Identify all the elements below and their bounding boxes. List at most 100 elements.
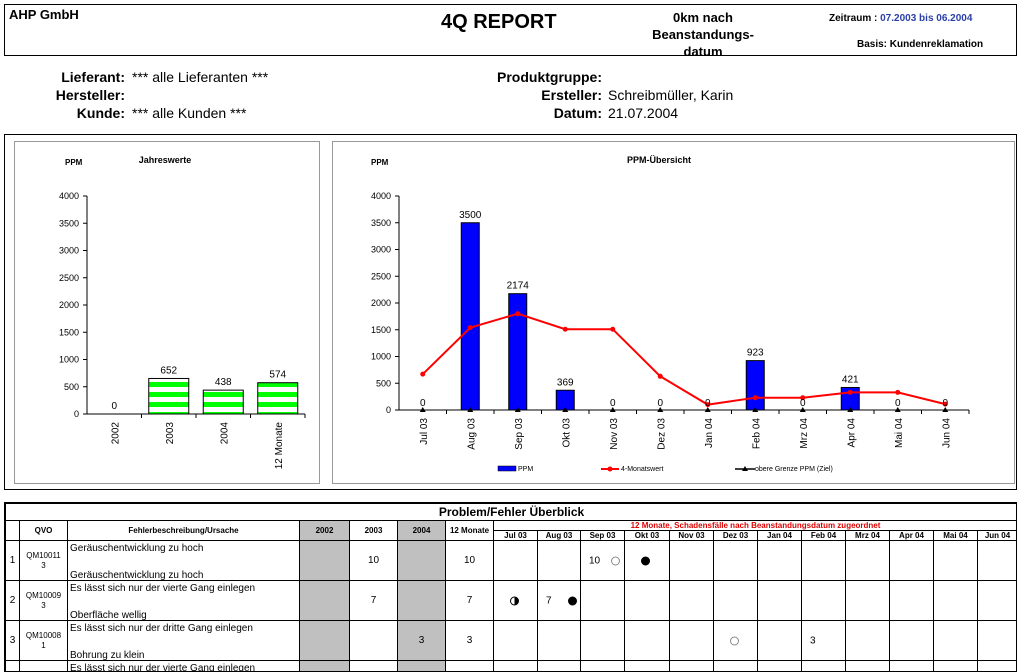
subtitle-line: 0km nach (637, 9, 769, 26)
value-2004 (398, 661, 446, 672)
4-monatswert-point (610, 327, 615, 332)
x-tick-label: Mai 04 (894, 418, 905, 448)
y-tick-label: 3500 (371, 218, 391, 228)
4-monatswert-point (420, 372, 425, 377)
y-tick-label: 3000 (59, 246, 79, 256)
hersteller-label: Hersteller: (56, 87, 125, 103)
y-tick-label: 500 (376, 378, 391, 388)
value-2003 (350, 661, 398, 672)
month-cell (625, 621, 670, 661)
table-row[interactable]: Es lässt sich nur der vierte Gang einleg… (6, 661, 1018, 672)
company-name: AHP GmbH (9, 7, 79, 22)
x-tick-label: Apr 04 (846, 418, 857, 448)
description-cell: Es lässt sich nur der vierte Gang einleg… (68, 581, 300, 621)
qvo-header: QVO (20, 521, 68, 541)
value-2004: 3 (398, 621, 446, 661)
legend-marker-4-monatswert (608, 467, 613, 472)
qvo-line: QM10009 (20, 591, 67, 601)
year-header-2004: 2004 (398, 521, 446, 541)
y-tick-label: 3500 (59, 218, 79, 228)
value-2003: 7 (350, 581, 398, 621)
value-2002 (300, 581, 350, 621)
table-title: Problem/Fehler Überblick (6, 504, 1018, 521)
bar-2004 (203, 390, 243, 414)
data-label: 923 (747, 348, 764, 359)
month-cell (802, 661, 846, 672)
qvo-line: 3 (20, 561, 67, 571)
4-monatswert-point (563, 327, 568, 332)
month-header: Jun 04 (978, 531, 1018, 541)
row-number: 2 (6, 581, 20, 621)
row-number (6, 661, 20, 672)
month-cell (978, 621, 1018, 661)
y-tick-label: 3000 (371, 245, 391, 255)
month-cell (538, 621, 581, 661)
x-tick-label: Sep 03 (514, 418, 525, 450)
y-tick-label: 2500 (371, 271, 391, 281)
x-tick-label: Jan 04 (704, 418, 715, 448)
bar-12 Monate (258, 383, 298, 414)
ursache: Geräuschentwicklung zu hoch (70, 570, 203, 581)
value-2002 (300, 541, 350, 581)
month-cell (846, 581, 890, 621)
4-monatswert-point (895, 390, 900, 395)
y-tick-label: 0 (386, 405, 391, 415)
x-tick-label: Okt 03 (561, 418, 572, 448)
value-2002 (300, 661, 350, 672)
month-header: Nov 03 (670, 531, 714, 541)
header-blank (6, 521, 20, 541)
data-label: 2174 (507, 281, 530, 292)
y-tick-label: 2500 (59, 273, 79, 283)
data-label: 421 (842, 374, 859, 385)
x-tick-label: Aug 03 (466, 418, 477, 450)
month-header: Sep 03 (581, 531, 625, 541)
month-cell (890, 581, 934, 621)
month-cell (758, 661, 802, 672)
y-tick-label: 1500 (371, 325, 391, 335)
ursache: Oberfläche wellig (70, 610, 147, 621)
data-label: 0 (420, 398, 426, 409)
month-cell (978, 541, 1018, 581)
month-count: 10 (589, 555, 600, 566)
ersteller-label: Ersteller: (541, 87, 602, 103)
ppm-bar-Aug 03 (461, 223, 479, 410)
month-cell (934, 661, 978, 672)
month-cell (890, 621, 934, 661)
x-tick-label: Mrz 04 (799, 418, 810, 449)
data-label: 369 (557, 377, 574, 388)
month-cell (934, 621, 978, 661)
value-12-monate: 7 (446, 581, 494, 621)
legend-label-goal: obere Grenze PPM (Ziel) (755, 466, 833, 473)
half-filled-circle-icon (510, 596, 519, 605)
value-2004 (398, 541, 446, 581)
chart-title: PPM-Übersicht (627, 155, 691, 165)
y-tick-label: 1500 (59, 327, 79, 337)
month-cell (846, 621, 890, 661)
month-cell (934, 581, 978, 621)
4-monatswert-point (753, 395, 758, 400)
data-label: 574 (269, 370, 286, 381)
month-cell (494, 661, 538, 672)
datum-label: Datum: (554, 105, 602, 121)
4-monatswert-point (468, 325, 473, 330)
month-cell (625, 581, 670, 621)
month-cell (890, 661, 934, 672)
month-cell (758, 541, 802, 581)
description-cell: Es lässt sich nur der vierte Gang einleg… (68, 661, 300, 672)
data-label: 0 (942, 398, 948, 409)
month-cell (670, 621, 714, 661)
lieferant-label: Lieferant: (61, 69, 125, 85)
value-2003: 10 (350, 541, 398, 581)
x-tick-label: Nov 03 (609, 418, 620, 450)
month-header: Dez 03 (714, 531, 758, 541)
x-tick-label: 2002 (110, 422, 121, 445)
row-number: 3 (6, 621, 20, 661)
month-cell (714, 621, 758, 661)
month-header: Mrz 04 (846, 531, 890, 541)
month-cell (846, 541, 890, 581)
4-monatswert-point (658, 374, 663, 379)
